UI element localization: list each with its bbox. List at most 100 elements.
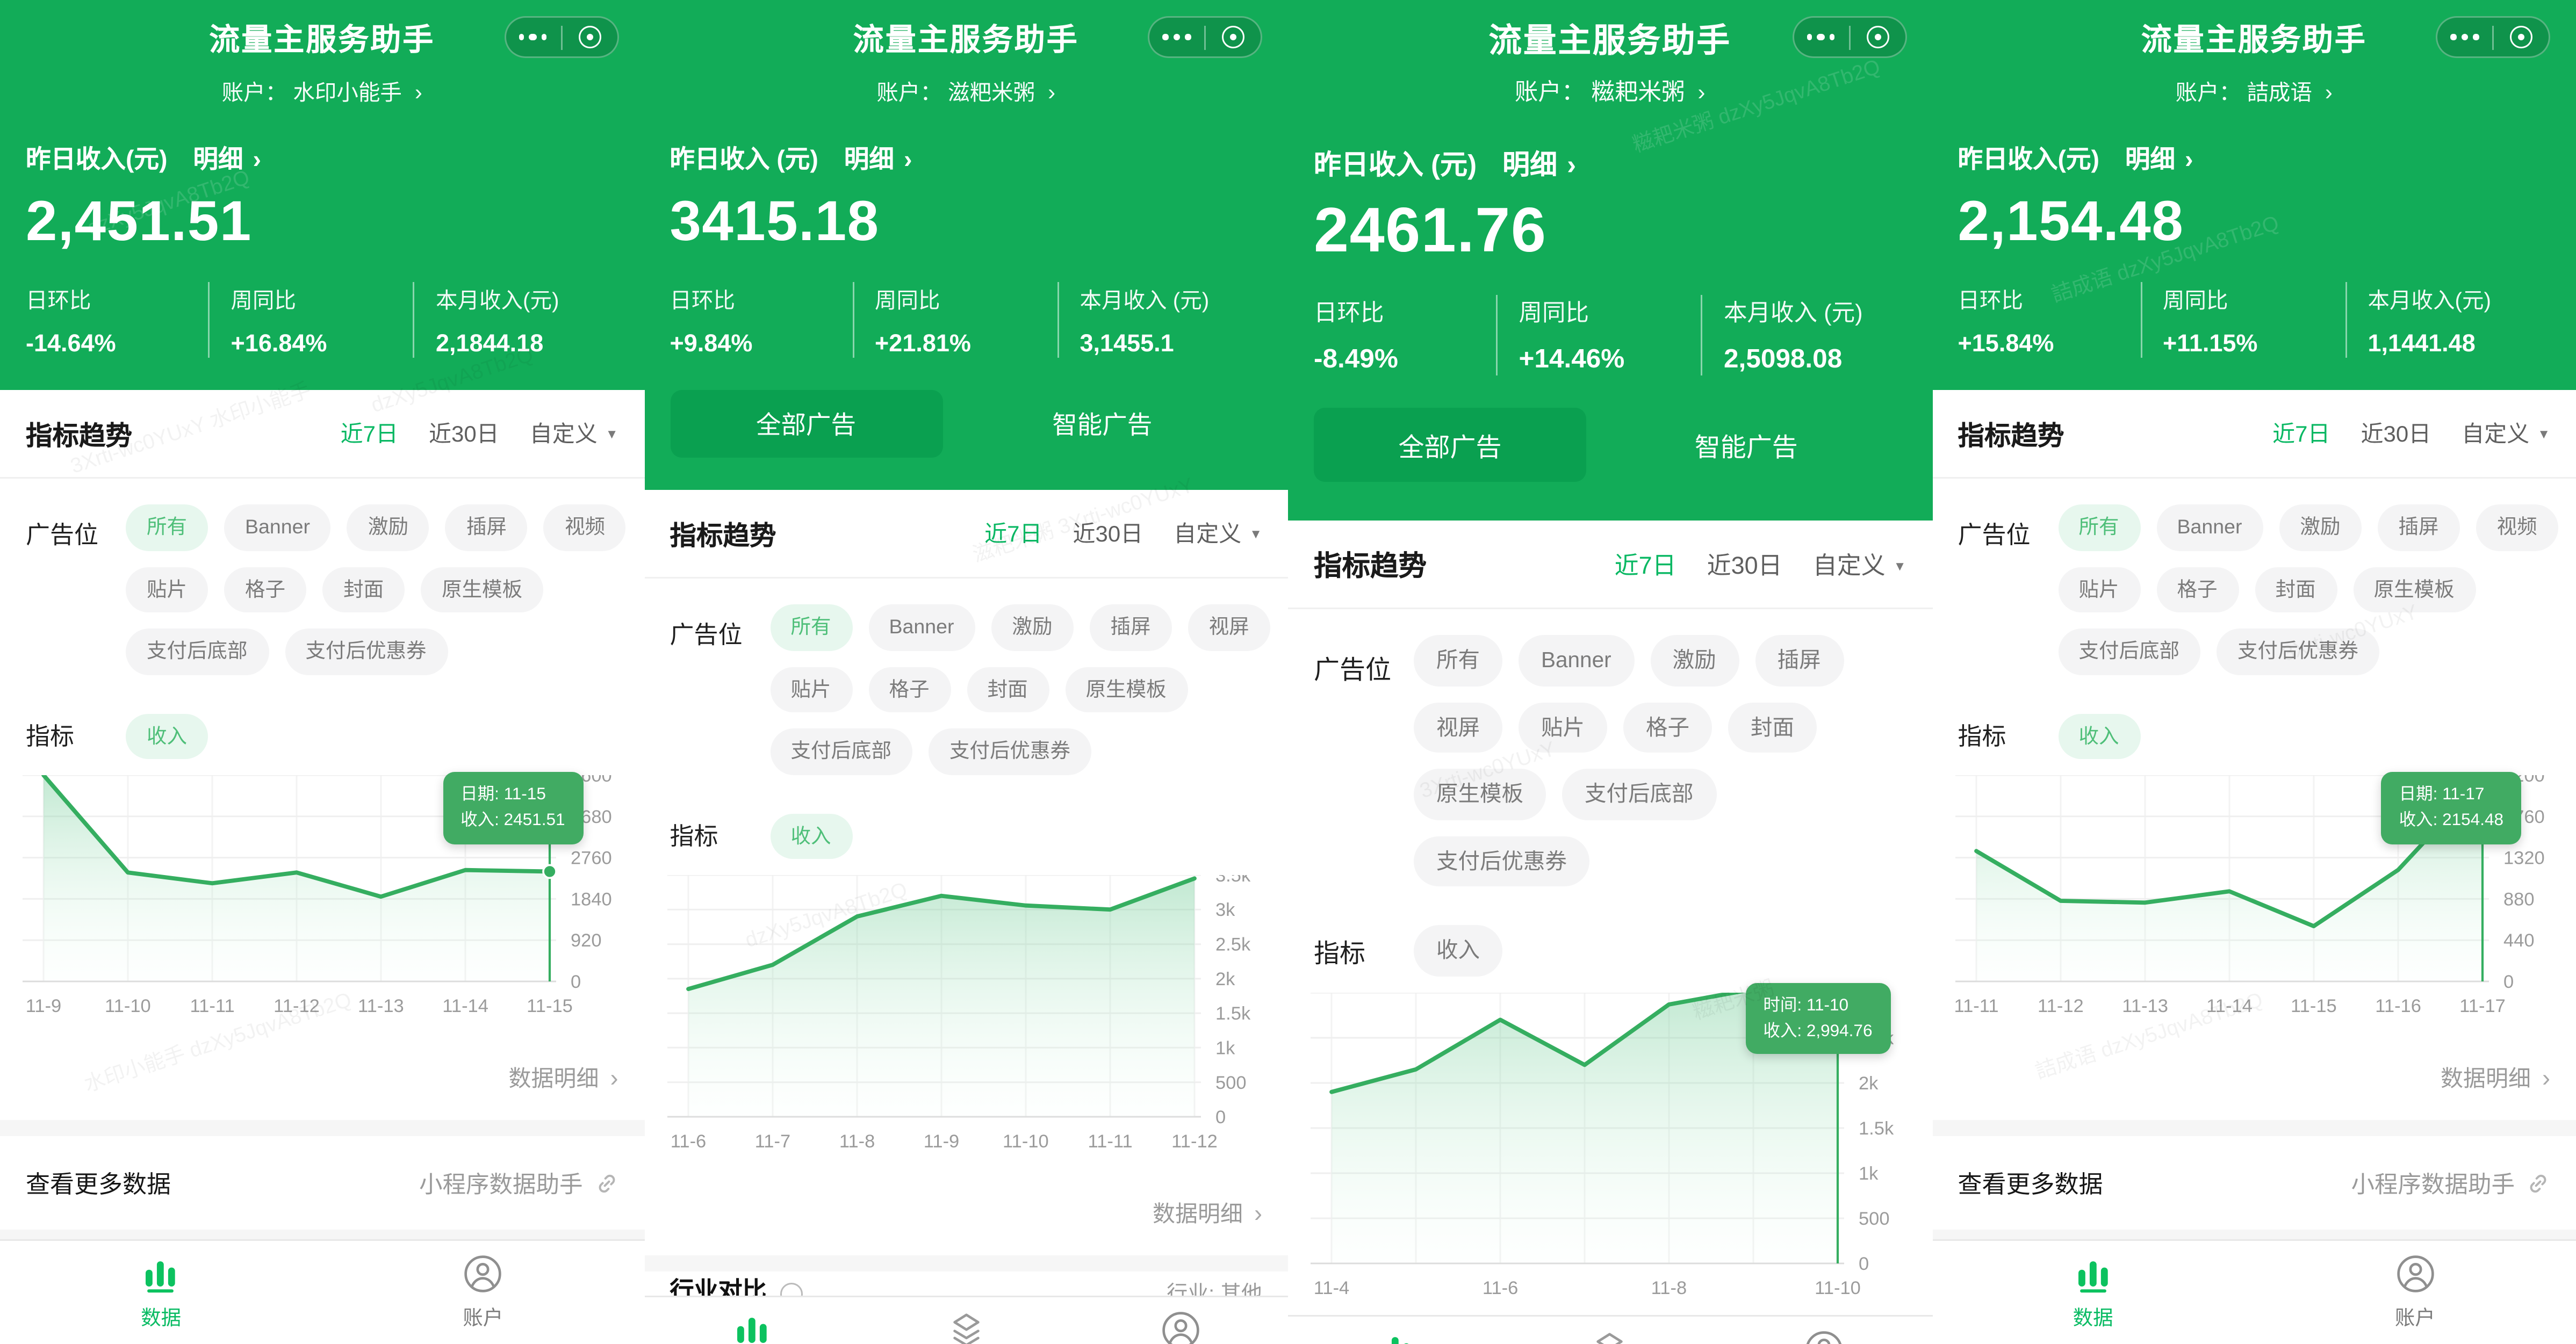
adslot-chip-支付后优惠券[interactable]: 支付后优惠券 <box>1414 835 1589 886</box>
adslot-chip-支付后优惠券[interactable]: 支付后优惠券 <box>284 628 448 675</box>
account-switcher[interactable]: 账户： 詰成语 › <box>2175 79 2333 105</box>
tab-账户[interactable]: 账户 <box>2254 1241 2576 1344</box>
adslot-chip-原生模板[interactable]: 原生模板 <box>2352 566 2476 612</box>
yesterday-income-label: 昨日收入 (元) <box>1314 150 1477 180</box>
tab-数据[interactable]: 数据 <box>0 1241 322 1344</box>
adslot-chip-支付后底部[interactable]: 支付后底部 <box>126 628 269 675</box>
close-capsule-button[interactable] <box>2494 18 2549 56</box>
adslot-chip-支付后优惠券[interactable]: 支付后优惠券 <box>2217 628 2380 675</box>
adslot-chip-原生模板[interactable]: 原生模板 <box>421 566 544 612</box>
adslot-chip-原生模板[interactable]: 原生模板 <box>1414 769 1546 820</box>
more-menu-button[interactable] <box>506 18 560 56</box>
range-tab-近7日[interactable]: 近7日 <box>984 521 1042 546</box>
adslot-chip-Banner[interactable]: Banner <box>224 504 331 551</box>
adslot-chip-封面[interactable]: 封面 <box>966 666 1049 712</box>
close-capsule-button[interactable] <box>1850 18 1905 56</box>
adslot-chip-视屏[interactable]: 视屏 <box>1188 604 1270 651</box>
income-detail-link[interactable]: 明细 › <box>844 140 912 176</box>
adslot-chip-贴片[interactable]: 贴片 <box>126 566 208 612</box>
adslot-chip-激励[interactable]: 激励 <box>1650 635 1739 686</box>
adslot-chip-支付后优惠券[interactable]: 支付后优惠券 <box>929 728 1092 775</box>
metric-chip-income[interactable]: 收入 <box>1414 925 1502 976</box>
adslot-chip-Banner[interactable]: Banner <box>2156 504 2263 551</box>
adslot-chip-支付后底部[interactable]: 支付后底部 <box>769 728 913 775</box>
range-tab-近7日[interactable]: 近7日 <box>340 421 398 446</box>
tab-账户[interactable]: 账户 <box>322 1241 644 1344</box>
adslot-chip-插屏[interactable]: 插屏 <box>1754 635 1844 686</box>
all-ads-button[interactable]: 全部广告 <box>1314 408 1587 482</box>
adslot-chip-贴片[interactable]: 贴片 <box>769 666 852 712</box>
data-detail-link[interactable]: 数据明细 › <box>1932 1033 2576 1120</box>
range-tab-自定义[interactable]: 自定义 ▼ <box>1812 552 1906 580</box>
tab-数据[interactable]: 数据 <box>644 1297 859 1344</box>
adslot-chip-插屏[interactable]: 插屏 <box>445 504 528 551</box>
view-more-data-link[interactable]: 查看更多数据 <box>26 1170 171 1198</box>
adslot-chip-所有[interactable]: 所有 <box>769 604 852 651</box>
income-detail-link[interactable]: 明细 › <box>193 140 261 176</box>
tab-账户[interactable]: 账户 <box>1074 1297 1288 1344</box>
range-tab-近30日[interactable]: 近30日 <box>2361 421 2431 446</box>
info-icon[interactable] <box>779 1283 802 1296</box>
adslot-chip-原生模板[interactable]: 原生模板 <box>1064 666 1188 712</box>
adslot-chip-Banner[interactable]: Banner <box>1519 635 1634 686</box>
metric-chip-income[interactable]: 收入 <box>126 713 208 759</box>
metric-chip-income[interactable]: 收入 <box>2057 713 2140 759</box>
mp-data-assistant-link[interactable]: 小程序数据助手 <box>419 1166 618 1200</box>
more-menu-button[interactable] <box>1149 18 1204 56</box>
close-capsule-button[interactable] <box>1206 18 1261 56</box>
account-switcher[interactable]: 账户： 糍耙米粥 › <box>1514 79 1706 106</box>
income-detail-link[interactable]: 明细 › <box>2125 140 2193 176</box>
mp-data-assistant-link[interactable]: 小程序数据助手 <box>2351 1166 2551 1200</box>
adslot-chip-视频[interactable]: 视频 <box>2476 504 2558 551</box>
tab-数据[interactable]: 数据 <box>1932 1241 2254 1344</box>
adslot-chip-贴片[interactable]: 贴片 <box>1519 702 1607 753</box>
adslot-chip-激励[interactable]: 激励 <box>991 604 1074 651</box>
data-detail-link[interactable]: 数据明细 › <box>0 1033 644 1120</box>
adslot-chip-激励[interactable]: 激励 <box>2279 504 2362 551</box>
adslot-chip-所有[interactable]: 所有 <box>2057 504 2140 551</box>
adslot-chip-激励[interactable]: 激励 <box>347 504 430 551</box>
metric-chip-income[interactable]: 收入 <box>769 813 852 859</box>
more-menu-button[interactable] <box>1794 18 1848 56</box>
range-tab-近7日[interactable]: 近7日 <box>1614 552 1676 580</box>
tab-智能广告管理[interactable]: 智能广告管理 <box>859 1297 1074 1344</box>
tab-账户[interactable]: 账户 <box>1717 1316 1932 1344</box>
income-detail-link[interactable]: 明细 › <box>1502 142 1576 182</box>
range-tab-近30日[interactable]: 近30日 <box>1073 521 1143 546</box>
range-tab-自定义[interactable]: 自定义 ▼ <box>1174 521 1262 546</box>
adslot-chip-支付后底部[interactable]: 支付后底部 <box>1562 769 1716 820</box>
data-detail-link[interactable]: 数据明细 › <box>644 1168 1288 1255</box>
adslot-chip-格子[interactable]: 格子 <box>1623 702 1712 753</box>
tab-智能广告管理[interactable]: 智能广告管理 <box>1503 1316 1718 1344</box>
more-menu-button[interactable] <box>2437 18 2492 56</box>
account-switcher[interactable]: 账户： 滋粑米粥 › <box>876 79 1056 105</box>
close-capsule-button[interactable] <box>562 18 617 56</box>
adslot-chip-Banner[interactable]: Banner <box>868 604 975 651</box>
adslot-chip-插屏[interactable]: 插屏 <box>2377 504 2460 551</box>
smart-ads-button[interactable]: 智能广告 <box>1052 413 1153 440</box>
account-switcher[interactable]: 账户： 水印小能手 › <box>221 79 422 105</box>
all-ads-button[interactable]: 全部广告 <box>670 390 942 458</box>
adslot-chip-贴片[interactable]: 贴片 <box>2057 566 2140 612</box>
adslot-chip-封面[interactable]: 封面 <box>322 566 405 612</box>
range-tab-近7日[interactable]: 近7日 <box>2272 421 2330 446</box>
adslot-chip-插屏[interactable]: 插屏 <box>1089 604 1172 651</box>
adslot-chip-格子[interactable]: 格子 <box>2156 566 2239 612</box>
range-tab-自定义[interactable]: 自定义 ▼ <box>529 421 618 446</box>
adslot-chip-所有[interactable]: 所有 <box>126 504 208 551</box>
adslot-chip-格子[interactable]: 格子 <box>224 566 307 612</box>
range-tab-自定义[interactable]: 自定义 ▼ <box>2462 421 2550 446</box>
adslot-chip-封面[interactable]: 封面 <box>1728 702 1817 753</box>
adslot-chip-所有[interactable]: 所有 <box>1414 635 1502 686</box>
adslot-chip-格子[interactable]: 格子 <box>868 666 951 712</box>
smart-ads-button[interactable]: 智能广告 <box>1694 435 1798 463</box>
view-more-data-link[interactable]: 查看更多数据 <box>1958 1170 2103 1198</box>
adslot-chip-支付后底部[interactable]: 支付后底部 <box>2057 628 2201 675</box>
page-title: 流量主服务助手 <box>2141 23 2367 57</box>
tab-数据[interactable]: 数据 <box>1288 1316 1503 1344</box>
range-tab-近30日[interactable]: 近30日 <box>1707 552 1782 580</box>
adslot-chip-视频[interactable]: 视频 <box>544 504 627 551</box>
adslot-chip-封面[interactable]: 封面 <box>2254 566 2337 612</box>
range-tab-近30日[interactable]: 近30日 <box>429 421 499 446</box>
adslot-chip-视屏[interactable]: 视屏 <box>1414 702 1502 753</box>
